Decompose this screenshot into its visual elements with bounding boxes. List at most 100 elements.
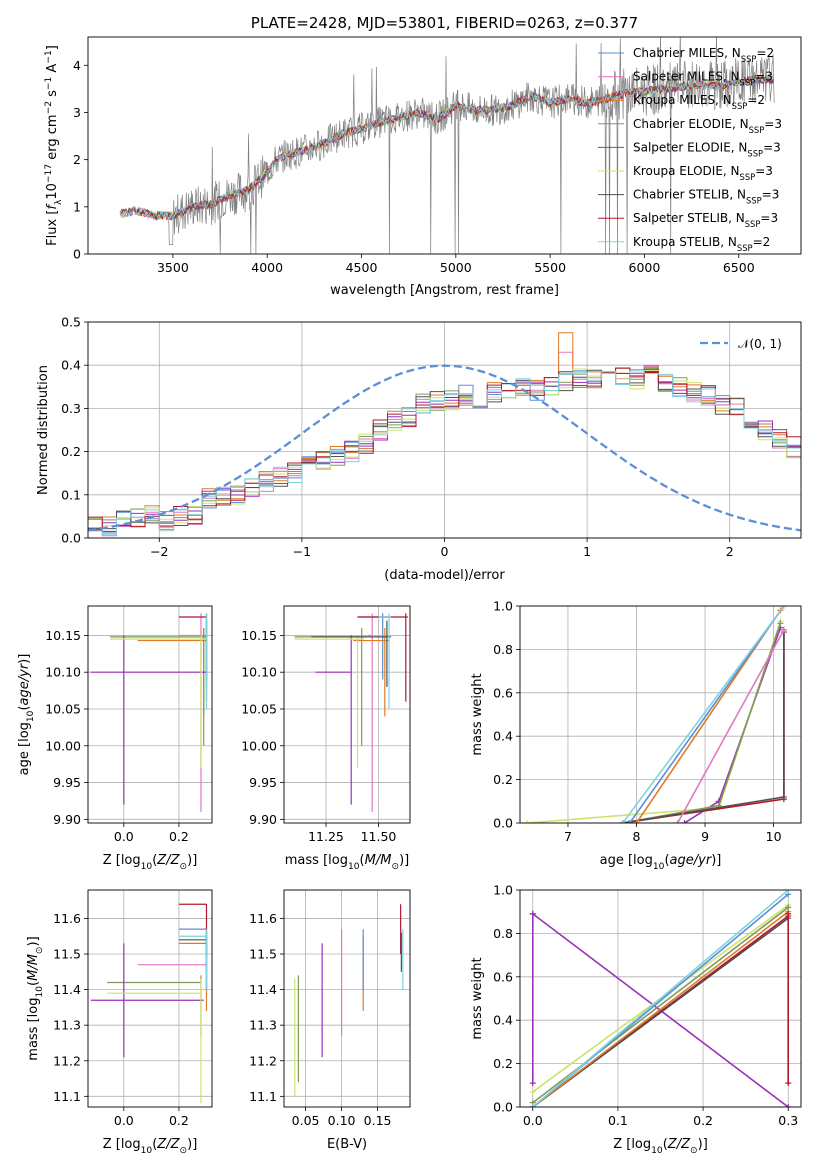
y-tick-label: 10.10 <box>45 665 81 680</box>
weight-line <box>622 623 782 823</box>
x-tick-label: 4000 <box>251 260 283 275</box>
y-tick-label: 0.8 <box>493 926 513 941</box>
weight-line <box>526 620 782 823</box>
x-axis-label: Z [log10(Z/Z⊙)] <box>103 853 198 872</box>
weight-marker <box>633 820 640 823</box>
x-tick-label: 0.15 <box>364 1113 392 1128</box>
y-tick-label: 1.0 <box>493 883 513 898</box>
y-tick-label: 0.2 <box>61 444 81 459</box>
x-axis-label: Z [log10(Z/Z⊙)] <box>613 1137 708 1156</box>
error-bars <box>294 904 404 1097</box>
x-tick-label: 11.50 <box>361 829 397 844</box>
spectrum-panel: 3500 4000 4500 5000 5500 6000 6500 0 1 2 3 4 PLATE=2… <box>44 14 802 298</box>
legend-label: Chabrier STELIB, NSSP=3 <box>633 188 779 206</box>
model-spectrum-line <box>119 74 774 221</box>
weight-line <box>629 606 785 823</box>
mass_weight_vs_age-panel: 7 8 9 10 0.0 0.2 0.4 0.6 0.8 1.0 age [log10(age/yr… <box>470 599 802 872</box>
y-axis-label: age [log10(age/yr)] <box>17 654 36 776</box>
chart-title: PLATE=2428, MJD=53801, FIBERID=0263, z=0… <box>251 14 638 32</box>
y-axis-label: Flux [fλ10−17 erg cm−2 s−1 A−1] <box>44 45 64 246</box>
y-tick-label: 0.4 <box>493 729 513 744</box>
x-tick-label: 6500 <box>723 260 755 275</box>
y-tick-label: 11.3 <box>53 1018 81 1033</box>
y-axis-label: Normed distribution <box>36 365 51 495</box>
weight-marker <box>785 910 792 917</box>
histogram-step <box>88 367 801 532</box>
residuals-panel: −2 −1 0 1 2 0.0 0.1 0.2 0.3 0.4 0.5 𝒩(0, 1) (data-mo… <box>36 315 802 583</box>
y-tick-label: 9.90 <box>53 812 81 827</box>
x-tick-label: 0.0 <box>114 829 134 844</box>
y-tick-label: 0.2 <box>493 1056 513 1071</box>
error-bars <box>90 903 208 1104</box>
observed-spectrum <box>119 37 775 254</box>
weight-line <box>532 911 789 1107</box>
mass_weight_vs_Z-panel: 0.0 0.1 0.2 0.3 0.0 0.2 0.4 0.6 0.8 1.0 Z [log10(Z… <box>470 883 802 1156</box>
y-tick-label: 11.2 <box>249 1053 277 1068</box>
x-tick-label: 0.0 <box>523 1113 543 1128</box>
histogram-step <box>88 368 801 530</box>
mass_vs_ebv-panel: 0.05 0.10 0.15 11.1 11.2 11.3 11.4 11.5 11.6 E(B-… <box>249 889 411 1152</box>
x-tick-label: 0.2 <box>169 1113 189 1128</box>
y-tick-label: 10.05 <box>45 701 81 716</box>
x-tick-label: 3500 <box>157 260 189 275</box>
histogram-step <box>88 370 801 535</box>
y-tick-label: 11.4 <box>53 982 81 997</box>
x-axis-label: wavelength [Angstrom, rest frame] <box>330 283 559 298</box>
y-tick-label: 0.8 <box>493 642 513 657</box>
weight-line <box>532 917 789 1107</box>
age_vs_mass-panel: 11.25 11.50 9.90 9.95 10.00 10.05 10.10 10.15 ma… <box>241 605 411 872</box>
y-tick-label: 1 <box>73 199 81 214</box>
y-tick-label: 9.90 <box>249 812 277 827</box>
weight-marker <box>780 626 787 633</box>
weight-marker <box>785 1080 792 1087</box>
y-tick-label: 11.1 <box>249 1089 277 1104</box>
weight-marker <box>780 606 787 609</box>
y-tick-label: 11.3 <box>249 1018 277 1033</box>
y-axis-label: mass [log10(M/M⊙)] <box>26 936 45 1060</box>
weight-marker <box>785 904 792 911</box>
y-tick-label: 9.95 <box>249 775 277 790</box>
y-tick-label: 10.15 <box>241 628 277 643</box>
weight-line <box>622 629 785 823</box>
weight-marker <box>681 820 688 823</box>
x-tick-label: 0.1 <box>608 1113 628 1128</box>
weight-marker <box>785 890 792 893</box>
x-tick-label: 9 <box>701 829 709 844</box>
x-axis-label: E(B-V) <box>327 1137 367 1152</box>
histogram-step <box>88 368 801 527</box>
y-axis-label: mass weight <box>470 957 485 1039</box>
y-tick-label: 0.0 <box>61 531 81 546</box>
y-tick-label: 0.4 <box>493 1013 513 1028</box>
model-spectrum-line <box>119 75 774 222</box>
legend-label: 𝒩(0, 1) <box>738 337 782 351</box>
y-tick-label: 0.5 <box>61 315 81 330</box>
x-axis-label: age [log10(age/yr)] <box>600 853 722 872</box>
x-axis-label: mass [log10(M/M⊙)] <box>285 853 409 872</box>
y-tick-label: 11.2 <box>53 1053 81 1068</box>
x-tick-label: 8 <box>633 829 641 844</box>
y-tick-label: 0.2 <box>493 772 513 787</box>
y-tick-label: 11.6 <box>53 911 81 926</box>
weight-marker <box>626 820 633 823</box>
y-tick-label: 9.95 <box>53 775 81 790</box>
legend-label: Kroupa MILES, NSSP=2 <box>633 93 765 111</box>
x-tick-label: 0.3 <box>778 1113 798 1128</box>
x-tick-label: 1 <box>583 544 591 559</box>
axes-frame <box>519 605 802 824</box>
axes-frame <box>283 889 411 1108</box>
y-tick-label: 11.5 <box>249 947 277 962</box>
x-axis-label: Z [log10(Z/Z⊙)] <box>103 1137 198 1156</box>
error-bars <box>294 613 408 812</box>
y-tick-label: 11.1 <box>53 1089 81 1104</box>
x-tick-label: 7 <box>564 829 572 844</box>
y-tick-label: 10.15 <box>45 628 81 643</box>
legend-label: Kroupa STELIB, NSSP=2 <box>633 235 770 253</box>
axes-frame <box>87 605 213 824</box>
weight-line <box>676 629 785 823</box>
y-tick-label: 2 <box>73 152 81 167</box>
y-tick-label: 10.05 <box>241 701 277 716</box>
axes-frame <box>87 321 802 539</box>
weight-lines <box>523 606 787 823</box>
x-tick-label: 0.2 <box>693 1113 713 1128</box>
